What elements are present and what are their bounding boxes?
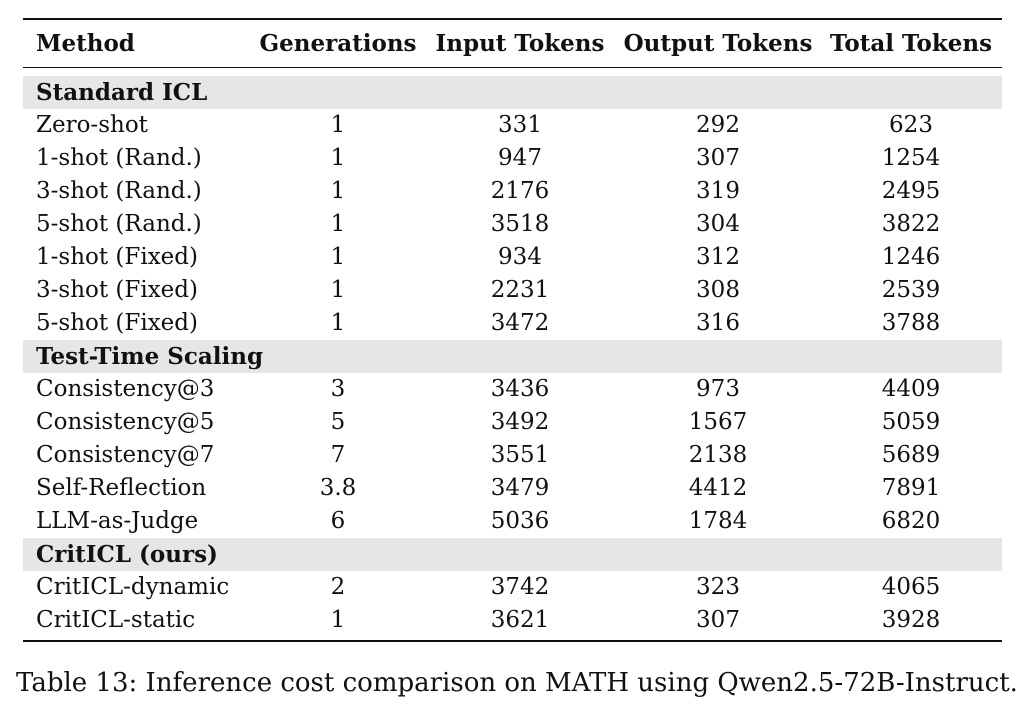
row-output-tokens: 316 bbox=[696, 310, 740, 336]
row-input-tokens: 3436 bbox=[490, 376, 550, 402]
row-total-tokens: 1254 bbox=[881, 145, 941, 171]
row-generations: 2 bbox=[330, 574, 346, 600]
table-header-rule bbox=[23, 67, 1002, 68]
row-generations: 1 bbox=[330, 145, 346, 171]
row-input-tokens: 331 bbox=[498, 112, 542, 138]
row-total-tokens: 4409 bbox=[881, 376, 941, 402]
row-method: LLM-as-Judge bbox=[36, 508, 199, 534]
section-title-test-time-scaling: Test-Time Scaling bbox=[36, 343, 264, 370]
section-title-criticl-ours: CritICL (ours) bbox=[36, 541, 218, 568]
row-output-tokens: 323 bbox=[696, 574, 740, 600]
section-title-standard-icl: Standard ICL bbox=[36, 79, 208, 106]
row-input-tokens: 3621 bbox=[490, 607, 550, 633]
row-method: 1-shot (Fixed) bbox=[36, 244, 198, 270]
row-method: CritICL-dynamic bbox=[36, 574, 230, 600]
row-generations: 3.8 bbox=[319, 475, 357, 501]
row-generations: 5 bbox=[330, 409, 346, 435]
row-input-tokens: 3492 bbox=[490, 409, 550, 435]
row-total-tokens: 6820 bbox=[881, 508, 941, 534]
header-total-tokens: Total Tokens bbox=[829, 30, 993, 57]
row-method: Self-Reflection bbox=[36, 475, 207, 501]
row-generations: 1 bbox=[330, 277, 346, 303]
row-input-tokens: 5036 bbox=[490, 508, 550, 534]
header-input-tokens: Input Tokens bbox=[435, 30, 605, 57]
section-band-criticl-ours bbox=[23, 538, 1002, 571]
row-total-tokens: 2539 bbox=[881, 277, 941, 303]
row-output-tokens: 307 bbox=[696, 145, 740, 171]
row-output-tokens: 1784 bbox=[688, 508, 748, 534]
row-generations: 1 bbox=[330, 178, 346, 204]
row-generations: 1 bbox=[330, 244, 346, 270]
row-generations: 7 bbox=[330, 442, 346, 468]
row-total-tokens: 623 bbox=[889, 112, 933, 138]
row-input-tokens: 934 bbox=[498, 244, 542, 270]
table-bottom-rule bbox=[23, 640, 1002, 642]
row-output-tokens: 307 bbox=[696, 607, 740, 633]
row-method: 1-shot (Rand.) bbox=[36, 145, 202, 171]
row-generations: 6 bbox=[330, 508, 346, 534]
row-total-tokens: 5689 bbox=[881, 442, 941, 468]
row-output-tokens: 973 bbox=[696, 376, 740, 402]
row-generations: 1 bbox=[330, 211, 346, 237]
section-band-test-time-scaling bbox=[23, 340, 1002, 373]
row-method: Consistency@7 bbox=[36, 442, 215, 468]
row-generations: 3 bbox=[330, 376, 346, 402]
row-input-tokens: 947 bbox=[498, 145, 542, 171]
header-method: Method bbox=[36, 30, 135, 57]
row-input-tokens: 3551 bbox=[490, 442, 550, 468]
row-total-tokens: 3822 bbox=[881, 211, 941, 237]
row-generations: 1 bbox=[330, 607, 346, 633]
row-input-tokens: 3479 bbox=[490, 475, 550, 501]
row-output-tokens: 2138 bbox=[688, 442, 748, 468]
row-method: 3-shot (Fixed) bbox=[36, 277, 198, 303]
row-total-tokens: 7891 bbox=[881, 475, 941, 501]
row-input-tokens: 3472 bbox=[490, 310, 550, 336]
row-total-tokens: 5059 bbox=[881, 409, 941, 435]
row-method: Consistency@5 bbox=[36, 409, 215, 435]
row-generations: 1 bbox=[330, 112, 346, 138]
row-output-tokens: 1567 bbox=[688, 409, 748, 435]
row-method: Consistency@3 bbox=[36, 376, 215, 402]
header-output-tokens: Output Tokens bbox=[623, 30, 813, 57]
row-output-tokens: 304 bbox=[696, 211, 740, 237]
row-method: 5-shot (Rand.) bbox=[36, 211, 202, 237]
row-output-tokens: 4412 bbox=[688, 475, 748, 501]
section-band-standard-icl bbox=[23, 76, 1002, 109]
row-generations: 1 bbox=[330, 310, 346, 336]
row-input-tokens: 3518 bbox=[490, 211, 550, 237]
table-top-rule bbox=[23, 18, 1002, 20]
row-total-tokens: 3788 bbox=[881, 310, 941, 336]
row-method: CritICL-static bbox=[36, 607, 196, 633]
row-total-tokens: 4065 bbox=[881, 574, 941, 600]
row-total-tokens: 2495 bbox=[881, 178, 941, 204]
table-caption: Table 13: Inference cost comparison on M… bbox=[16, 668, 1018, 698]
row-input-tokens: 3742 bbox=[490, 574, 550, 600]
row-method: 3-shot (Rand.) bbox=[36, 178, 202, 204]
header-generations: Generations bbox=[259, 30, 417, 57]
row-total-tokens: 1246 bbox=[881, 244, 941, 270]
row-method: 5-shot (Fixed) bbox=[36, 310, 198, 336]
row-output-tokens: 308 bbox=[696, 277, 740, 303]
row-output-tokens: 312 bbox=[696, 244, 740, 270]
row-input-tokens: 2176 bbox=[490, 178, 550, 204]
row-output-tokens: 292 bbox=[696, 112, 740, 138]
row-input-tokens: 2231 bbox=[490, 277, 550, 303]
row-output-tokens: 319 bbox=[696, 178, 740, 204]
row-total-tokens: 3928 bbox=[881, 607, 941, 633]
row-method: Zero-shot bbox=[36, 112, 148, 138]
